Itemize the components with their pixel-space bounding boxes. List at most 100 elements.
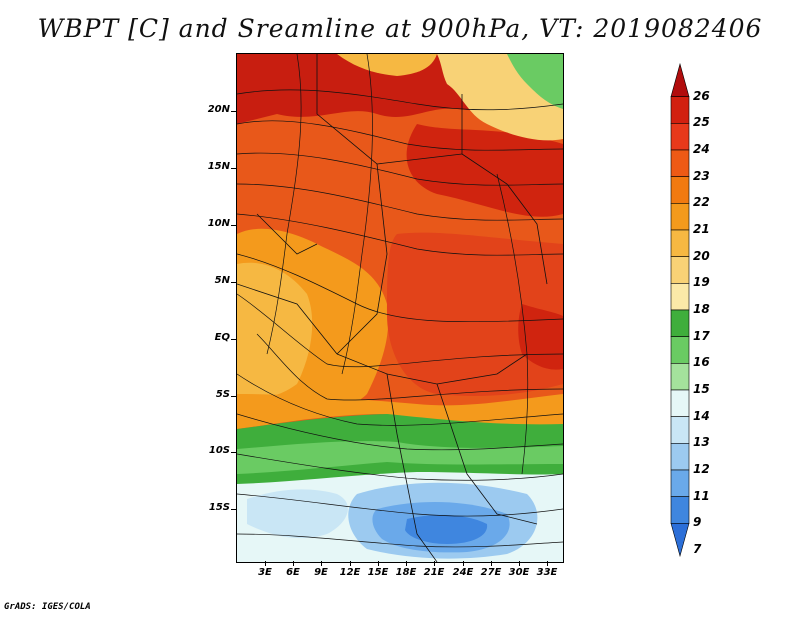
lat-label: 5S	[215, 389, 230, 400]
lat-tick	[231, 452, 236, 453]
streamline	[237, 89, 563, 111]
lon-label: 21E	[423, 567, 445, 578]
streamline	[237, 413, 563, 451]
lat-label: EQ	[214, 332, 230, 343]
lon-tick	[519, 561, 520, 566]
colorbar-level-label: 24	[693, 142, 710, 156]
lon-label: 6E	[286, 567, 300, 578]
streamlines	[237, 54, 563, 548]
colorbar-segment	[670, 336, 690, 364]
lon-label: 3E	[258, 567, 272, 578]
border-line	[461, 94, 548, 285]
colorbar-segment	[670, 363, 690, 391]
streamline	[341, 54, 373, 375]
colorbar-bottom-arrow	[670, 523, 690, 558]
lat-tick	[231, 509, 236, 510]
colorbar-level-label: 23	[693, 168, 710, 183]
colorbar-level-label: 12	[693, 462, 710, 476]
lon-tick	[293, 561, 294, 566]
colorbar-level-label: 19	[693, 275, 710, 290]
streamline	[237, 152, 563, 186]
colorbar-level-label: 18	[693, 302, 710, 316]
border-line	[376, 153, 463, 165]
colorbar-level-label: 26	[693, 88, 710, 103]
country-borders	[237, 54, 548, 562]
colorbar-level-label: 11	[693, 488, 710, 503]
border-line	[256, 213, 318, 255]
lat-label: 10S	[208, 445, 230, 456]
lon-label: 12E	[339, 567, 361, 578]
border-line	[237, 283, 338, 355]
streamline	[237, 293, 563, 368]
colorbar-segment	[670, 416, 690, 444]
lon-label: 15E	[367, 567, 389, 578]
lon-label: 9E	[314, 567, 328, 578]
lon-tick	[321, 561, 322, 566]
field-dark-east	[406, 124, 563, 217]
colorbar-segment	[670, 203, 690, 231]
colorbar-level-label: 7	[693, 542, 702, 556]
colorbar-level-label: 22	[693, 195, 710, 210]
lon-tick	[434, 561, 435, 566]
lat-tick	[231, 111, 236, 112]
lat-tick	[231, 225, 236, 226]
colorbar-level-label: 14	[693, 408, 710, 423]
field-orange-n	[337, 54, 437, 76]
lon-label: 33E	[536, 567, 558, 578]
lon-tick	[378, 561, 379, 566]
credit-text: GrADS: IGES/COLA	[4, 602, 91, 612]
lat-label: 15S	[208, 502, 230, 513]
lat-label: 15N	[207, 161, 230, 172]
colorbar-segment	[670, 149, 690, 177]
colorbar-level-label: 13	[693, 435, 710, 450]
lat-tick	[231, 282, 236, 283]
lon-tick	[406, 561, 407, 566]
lon-label: 30E	[508, 567, 530, 578]
streamline	[237, 533, 563, 548]
map-panel	[236, 53, 564, 563]
lat-tick	[231, 339, 236, 340]
streamline	[237, 453, 563, 481]
lon-label: 24E	[452, 567, 474, 578]
colorbar-segment	[670, 469, 690, 497]
lat-label: 20N	[207, 104, 230, 115]
streamline	[237, 253, 563, 323]
border-line	[316, 54, 388, 355]
colorbar-segment	[670, 96, 690, 124]
field-lightorange-west	[237, 262, 313, 404]
lon-tick	[463, 561, 464, 566]
lat-label: 10N	[207, 218, 230, 229]
lat-tick	[231, 396, 236, 397]
colorbar-level-label: 15	[693, 382, 710, 396]
lon-label: 18E	[395, 567, 417, 578]
field-green-ne	[507, 54, 563, 109]
colorbar-top-arrow	[670, 62, 690, 97]
lat-tick	[231, 168, 236, 169]
colorbar-level-label: 20	[693, 248, 710, 263]
colorbar-level-label: 17	[693, 328, 710, 343]
colorbar-level-label: 25	[693, 115, 710, 130]
streamline	[237, 493, 563, 517]
lat-label: 5N	[214, 275, 230, 286]
colorbar-segment	[670, 443, 690, 471]
colorbar-segment	[670, 176, 690, 204]
streamline	[266, 54, 302, 355]
field-lightgreen-belt	[237, 441, 563, 474]
colorbar-level-label: 21	[693, 222, 710, 236]
lon-tick	[491, 561, 492, 566]
field-paleblue-sw	[247, 489, 348, 539]
border-line	[436, 383, 538, 525]
lon-label: 27E	[480, 567, 502, 578]
chart-title: WBPT [C] and Sreamline at 900hPa, VT: 20…	[37, 14, 763, 43]
streamline	[237, 183, 563, 221]
streamline	[256, 333, 563, 401]
colorbar-segment	[670, 309, 690, 337]
colorbar-segment	[670, 496, 690, 524]
field-darkblue-south	[405, 514, 488, 544]
colorbar	[670, 62, 690, 558]
streamline	[237, 213, 563, 256]
colorbar-segment	[670, 256, 690, 284]
streamline	[237, 373, 563, 426]
streamline	[237, 120, 563, 151]
colorbar-level-label: 16	[693, 355, 710, 370]
